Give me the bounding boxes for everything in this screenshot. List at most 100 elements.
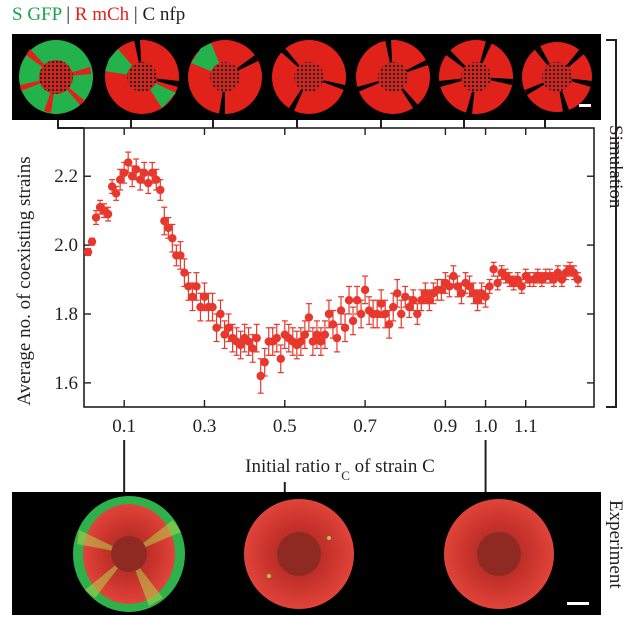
data-point — [421, 289, 430, 298]
legend-separator: | — [66, 4, 71, 25]
data-point — [340, 323, 350, 332]
data-point — [83, 247, 93, 257]
scale-bar — [567, 602, 589, 605]
experiment-colonies — [73, 496, 589, 612]
data-point — [389, 302, 398, 312]
channel-legend: S GFP | R mCh | C nfp — [12, 4, 185, 26]
data-point — [188, 292, 197, 301]
legend-s-gfp: S GFP — [12, 4, 62, 25]
data-point — [397, 309, 406, 319]
data-point — [180, 268, 189, 277]
data-point — [352, 296, 362, 305]
legend-c-nfp: C nfp — [142, 4, 186, 25]
y-tick-label: 1.8 — [54, 304, 78, 325]
plot-frame — [83, 127, 595, 408]
data-point — [336, 306, 346, 315]
y-tick-label: 1.6 — [54, 373, 78, 394]
data-point — [513, 275, 522, 284]
x-tick-label: 0.1 — [112, 416, 136, 437]
x-axis-label-subscript: C — [341, 468, 350, 483]
data-point — [184, 282, 193, 291]
data-point — [260, 358, 269, 367]
data-point — [569, 268, 579, 277]
x-tick-label: 1.0 — [474, 416, 498, 437]
data-point — [465, 282, 474, 291]
sim-colony-4 — [272, 40, 346, 114]
data-point — [356, 309, 366, 319]
data-point — [196, 302, 205, 312]
data-point — [148, 168, 157, 177]
data-point — [200, 292, 209, 301]
data-point — [328, 320, 338, 329]
data-point — [457, 289, 466, 298]
data-point — [376, 299, 386, 308]
x-tick-label: 0.3 — [193, 416, 217, 437]
x-axis: 0.1 0.3 0.5 0.7 0.9 1.0 1.1 — [112, 128, 538, 437]
x-tick-label: 0.5 — [273, 416, 297, 437]
data-point — [401, 292, 410, 301]
data-point — [409, 296, 418, 305]
data-point — [549, 275, 559, 284]
y-tick-label: 2.2 — [54, 166, 78, 187]
data-point — [405, 302, 414, 312]
connector-sim-left — [57, 120, 84, 129]
data-point — [417, 296, 426, 305]
exp-colony-2 — [244, 499, 354, 609]
sim-colony-6 — [439, 40, 513, 114]
simulation-colonies — [19, 40, 592, 114]
x-axis-label-main: Initial ratio r — [245, 456, 342, 477]
data-point — [256, 371, 265, 381]
data-point — [103, 209, 113, 219]
data-point — [276, 354, 285, 363]
y-axis-label: Average no. of coexisting strains — [14, 156, 35, 405]
data-point — [425, 296, 434, 305]
data-point — [272, 333, 281, 343]
data-point — [212, 323, 221, 332]
data-point — [252, 333, 261, 343]
x-tick-label: 1.1 — [514, 416, 538, 437]
y-axis: 1.6 1.8 2.0 2.2 — [54, 166, 594, 394]
sim-colony-5 — [356, 40, 430, 114]
data-point — [224, 323, 233, 332]
data-point — [192, 282, 201, 291]
simulation-image-strip — [12, 34, 601, 120]
data-point — [91, 213, 101, 222]
data-point — [517, 282, 526, 291]
data-point — [308, 337, 318, 346]
data-point — [393, 289, 402, 298]
sim-colony-3 — [188, 40, 262, 114]
data-point — [220, 330, 229, 339]
data-point — [493, 278, 502, 288]
data-point — [372, 309, 382, 319]
x-axis-label: Initial ratio rC of strain C — [245, 456, 435, 483]
data-point — [136, 175, 145, 184]
data-point — [160, 216, 169, 226]
legend-separator: | — [133, 4, 138, 25]
data-point — [304, 313, 314, 322]
data-point — [152, 175, 161, 184]
data-point — [437, 285, 446, 295]
scale-bar — [579, 104, 591, 107]
y-tick-label: 2.0 — [54, 235, 78, 256]
data-point — [107, 182, 117, 191]
data-point — [164, 223, 173, 233]
simulation-bracket — [606, 39, 617, 408]
data-point — [144, 178, 153, 188]
data-point — [111, 189, 121, 198]
data-point — [300, 330, 310, 339]
x-tick-label: 0.7 — [353, 416, 377, 437]
data-point — [216, 309, 225, 319]
data-point — [557, 275, 567, 284]
data-point — [127, 172, 137, 181]
data-point — [87, 237, 97, 246]
data-point — [485, 282, 494, 291]
data-point — [115, 175, 125, 184]
data-point — [156, 185, 165, 195]
data-point — [140, 168, 149, 177]
data-series — [83, 151, 583, 394]
exp-colony-1 — [73, 496, 185, 612]
data-point — [380, 309, 390, 319]
data-point — [208, 302, 217, 312]
data-point — [553, 268, 563, 277]
